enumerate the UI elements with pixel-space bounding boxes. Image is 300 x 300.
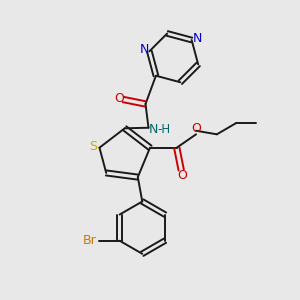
Text: Br: Br: [82, 234, 96, 247]
Text: N: N: [148, 123, 158, 136]
Text: N: N: [139, 43, 149, 56]
Text: -H: -H: [158, 123, 170, 136]
Text: O: O: [115, 92, 124, 105]
Text: S: S: [89, 140, 97, 153]
Text: O: O: [192, 122, 202, 136]
Text: N: N: [192, 32, 202, 45]
Text: O: O: [177, 169, 187, 182]
